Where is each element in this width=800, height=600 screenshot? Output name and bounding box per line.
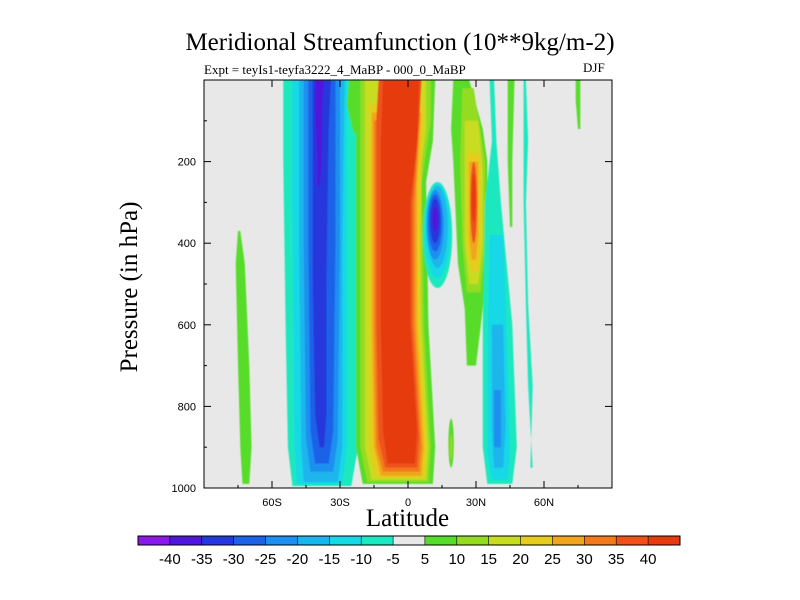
contour-nh-pos-20n-low2 — [449, 435, 453, 460]
colorbar-label: 35 — [608, 551, 625, 568]
y-tick-label: 400 — [178, 238, 196, 250]
x-tick-label: 30S — [330, 497, 350, 509]
colorbar-swatch — [138, 536, 171, 545]
contour-nh-pos-75n — [575, 80, 581, 129]
colorbar-swatch — [297, 536, 330, 545]
colorbar-swatch — [201, 536, 235, 545]
colorbar-swatch — [520, 536, 553, 545]
contour-nh3-neg-5 — [523, 80, 533, 468]
colorbar-label: 25 — [544, 551, 561, 568]
colorbar-swatch — [265, 536, 298, 545]
colorbar-label: -25 — [255, 551, 277, 568]
colorbar-label: -15 — [318, 551, 340, 568]
y-tick-label: 800 — [178, 401, 196, 413]
colorbar-label: -30 — [223, 551, 245, 568]
colorbar-label: -10 — [350, 551, 372, 568]
colorbar-label: -20 — [287, 551, 309, 568]
contour-sh-upper-5 — [346, 80, 359, 133]
colorbar-swatch — [169, 536, 203, 545]
chart-subtitle: Expt = teyIs1-teyfa3222_4_MaBP - 000_0_M… — [204, 62, 466, 77]
contour-nh-pos-60n — [507, 80, 515, 227]
colorbar-swatch — [648, 536, 681, 545]
colorbar-swatch — [233, 536, 266, 545]
colorbar-label: -5 — [386, 551, 399, 568]
x-tick-label: 60N — [534, 497, 554, 509]
colorbar-frame — [137, 535, 681, 546]
colorbar-swatch — [329, 536, 362, 545]
chart-title: Meridional Streamfunction (10**9kg/m-2) — [185, 29, 615, 56]
x-axis-label: Latitude — [365, 505, 450, 532]
colorbar-label: 20 — [512, 551, 529, 568]
colorbar-label: 15 — [480, 551, 497, 568]
contour-sh-neg-35 — [315, 80, 325, 187]
y-tick-label: 1000 — [172, 483, 196, 495]
contour-nh-pos-40 — [471, 173, 476, 223]
colorbar-label: 5 — [421, 551, 429, 568]
colorbar-label: 30 — [576, 551, 593, 568]
colorbar-swatch — [361, 536, 394, 545]
contour-nh2-neg-20 — [494, 390, 501, 448]
colorbar-swatch — [424, 536, 458, 545]
colorbar-swatch — [488, 536, 521, 545]
contour-sh-polar-10 — [235, 231, 252, 484]
colorbar-swatch — [584, 536, 617, 545]
colorbar-label: 40 — [640, 551, 657, 568]
contour-nh-neg-35 — [432, 205, 439, 232]
colorbar-label: -40 — [159, 551, 181, 568]
colorbar-label: -35 — [191, 551, 213, 568]
contour-eq-pos-40 — [380, 80, 420, 464]
y-tick-label: 600 — [178, 320, 196, 332]
colorbar-swatch — [552, 536, 585, 545]
x-tick-label: 0 — [405, 497, 411, 509]
colorbar-swatch — [456, 536, 490, 545]
y-tick-label: 200 — [178, 157, 196, 169]
x-tick-label: 30N — [466, 497, 486, 509]
x-tick-label: 60S — [262, 497, 282, 509]
season-label: DJF — [583, 60, 605, 75]
colorbar-label: 10 — [448, 551, 465, 568]
colorbar-swatch — [393, 536, 426, 545]
colorbar-swatch — [616, 536, 649, 545]
